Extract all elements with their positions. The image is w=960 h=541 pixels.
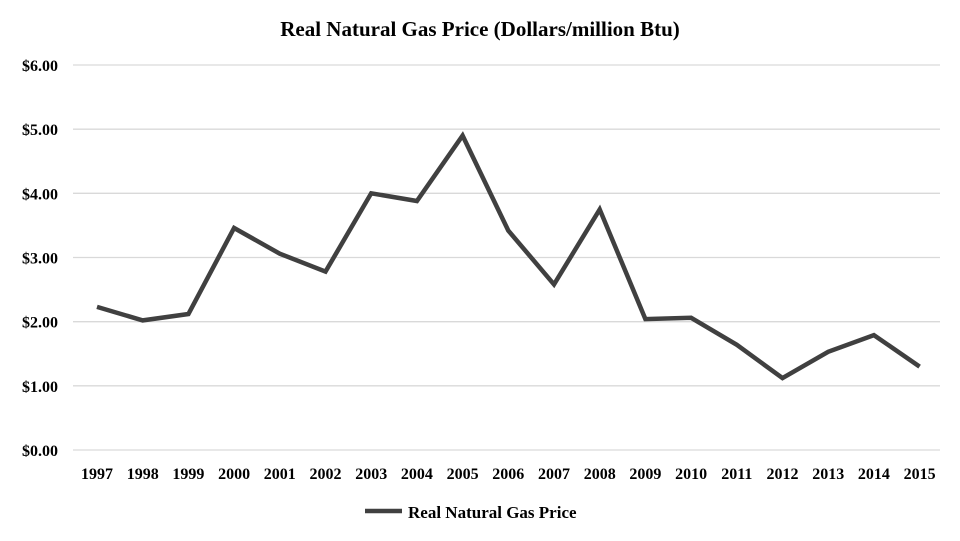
- chart-title: Real Natural Gas Price (Dollars/million …: [280, 17, 680, 41]
- x-tick-label: 2002: [310, 466, 342, 483]
- x-tick-label: 2004: [401, 466, 433, 483]
- y-tick-label: $6.00: [22, 58, 58, 75]
- x-axis-tick-labels: 1997 1998 1999 2000 2001 2002 2003 2004 2005 2006…: [81, 466, 936, 483]
- y-tick-label: $5.00: [22, 122, 58, 139]
- series-layer: [96, 131, 921, 381]
- x-tick-label: 2009: [629, 466, 661, 483]
- x-tick-label: 1997: [81, 466, 113, 483]
- x-tick-label: 2015: [904, 466, 936, 483]
- x-tick-label: 2005: [447, 466, 479, 483]
- x-tick-label: 2006: [492, 466, 524, 483]
- x-tick-label: 2000: [218, 466, 250, 483]
- x-tick-label: 1998: [127, 466, 159, 483]
- legend-label: Real Natural Gas Price: [408, 503, 577, 522]
- x-tick-label: 2007: [538, 466, 570, 483]
- x-tick-label: 2008: [584, 466, 616, 483]
- x-tick-label: 2001: [264, 466, 296, 483]
- x-tick-label: 2003: [355, 466, 387, 483]
- x-tick-label: 2011: [721, 466, 752, 483]
- y-tick-label: $1.00: [22, 379, 58, 396]
- x-tick-label: 2014: [858, 466, 890, 483]
- y-tick-label: $3.00: [22, 251, 58, 268]
- y-tick-label: $4.00: [22, 186, 58, 203]
- legend: Real Natural Gas Price: [365, 503, 577, 522]
- x-tick-label: 2013: [812, 466, 844, 483]
- y-tick-label: $0.00: [22, 443, 58, 460]
- x-tick-label: 2012: [767, 466, 799, 483]
- y-tick-label: $2.00: [22, 315, 58, 332]
- x-tick-label: 1999: [172, 466, 204, 483]
- gridlines: [73, 64, 940, 451]
- y-axis-tick-labels: $0.00 $1.00 $2.00 $3.00 $4.00 $5.00 $6.00: [22, 58, 58, 460]
- x-tick-label: 2010: [675, 466, 707, 483]
